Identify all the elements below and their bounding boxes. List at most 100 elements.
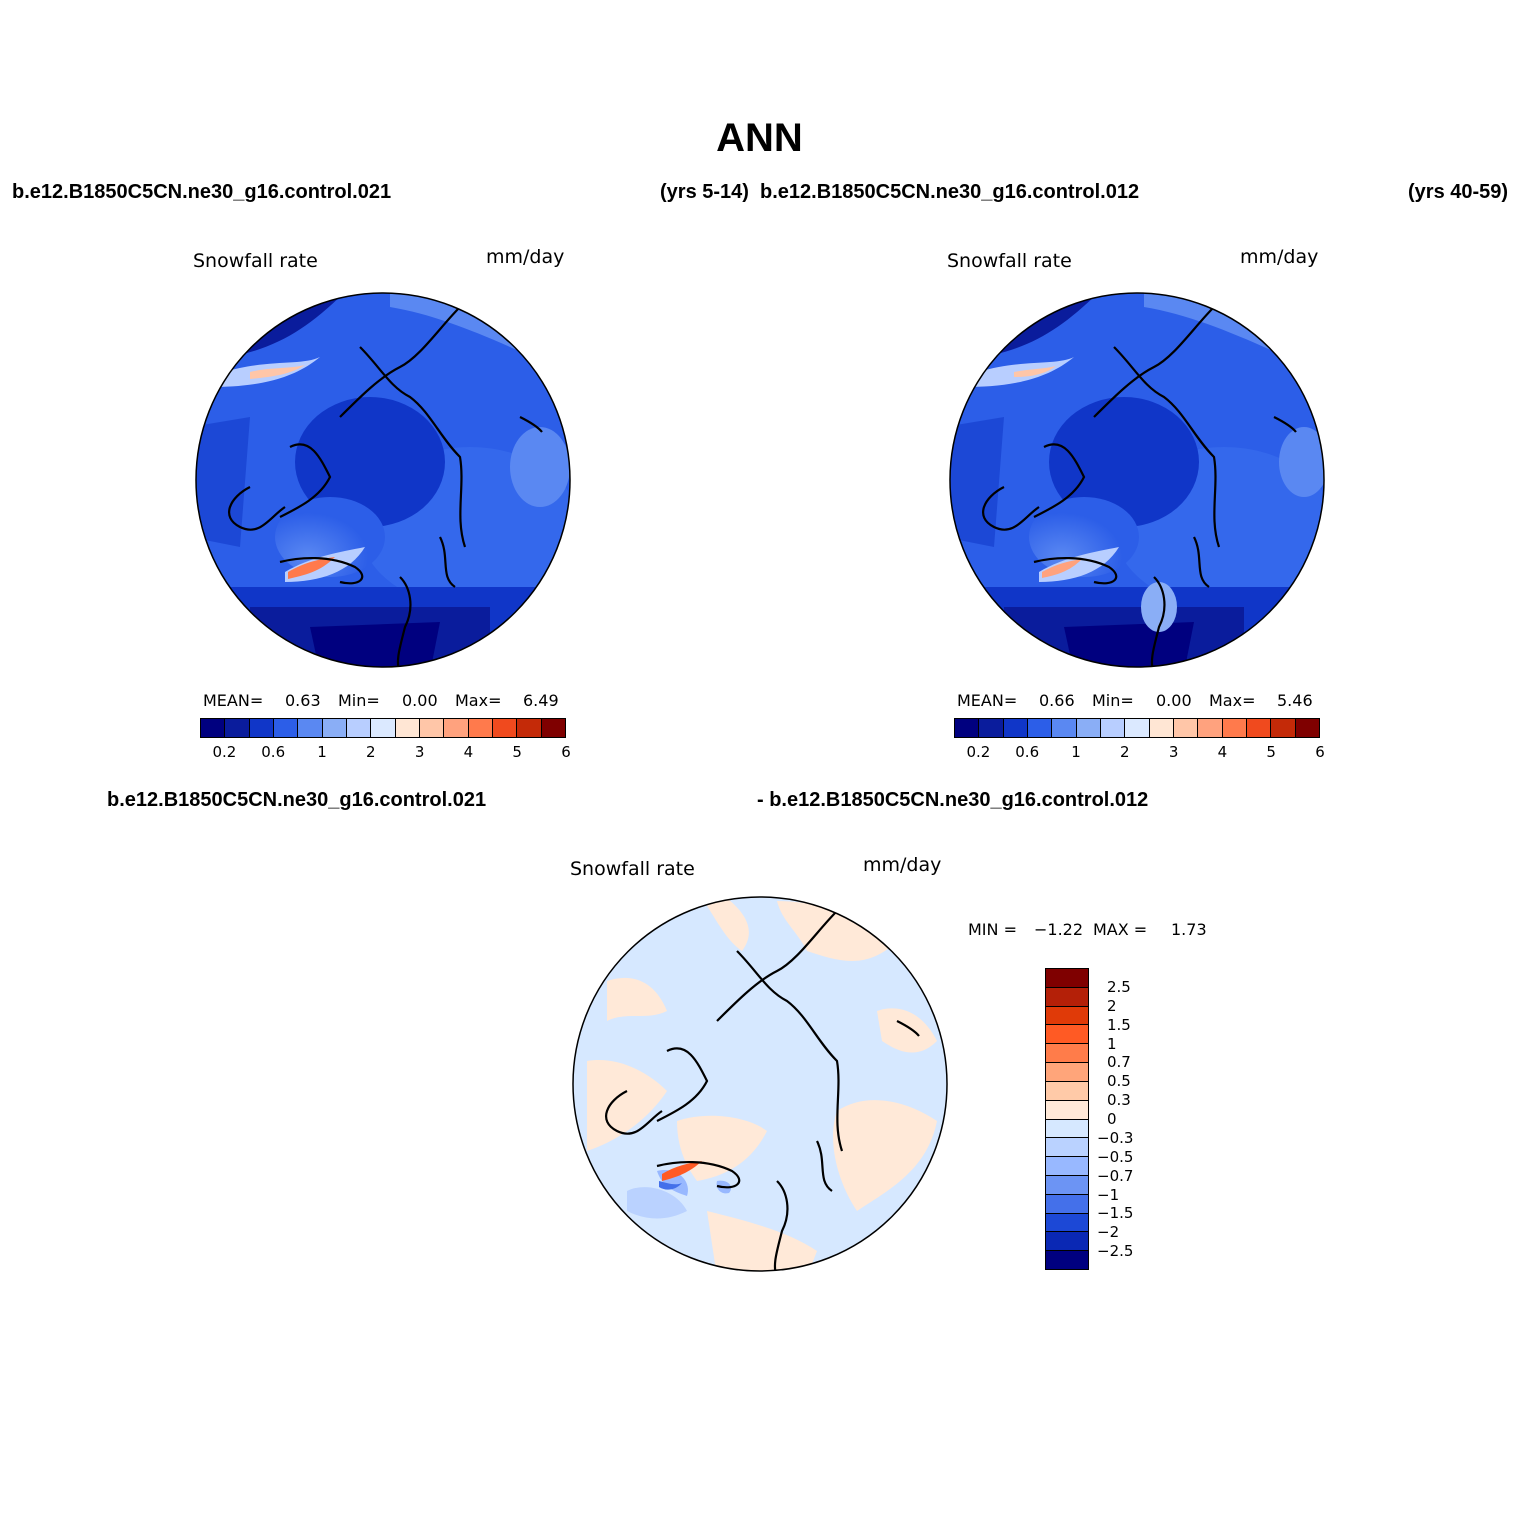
panel1-colorbar-swatch: [468, 719, 493, 737]
panel2-colorbar-ticks: 0.2 0.6 1 2 3 4 5 6: [954, 743, 1324, 763]
diff-colorbar-swatch: [1046, 1006, 1088, 1026]
panel1-colorbar-tick-label: 3: [414, 743, 425, 761]
panel2-colorbar-swatch: [1076, 719, 1101, 737]
panel2-colorbar-swatch: [1052, 719, 1077, 737]
panel1-colorbar-tick-label: 0.2: [212, 743, 237, 761]
diff-colorbar-swatch: [1046, 1213, 1088, 1233]
panel2-colorbar-tick-label: 5: [1266, 743, 1276, 761]
plot-title: ANN: [716, 116, 803, 160]
panel2-units-label: mm/day: [1240, 246, 1319, 268]
panel1-colorbar-tick-label: 2: [366, 743, 376, 761]
panel2-mean-value: 0.66: [1039, 691, 1075, 710]
panel2-colorbar-swatch: [1295, 719, 1319, 737]
top-right-case-name: b.e12.B1850C5CN.ne30_g16.control.012: [760, 181, 1140, 203]
panel2-colorbar-swatch: [1246, 719, 1272, 737]
diff-colorbar-tick-label: 1: [1107, 1034, 1117, 1053]
top-right-years: (yrs 40-59): [1408, 181, 1509, 203]
panel2-colorbar-swatch: [1271, 719, 1296, 737]
panel1-colorbar-tick-label: 0.6: [261, 743, 286, 761]
panel1-colorbar-swatch: [517, 719, 542, 737]
diff-colorbar-swatch: [1046, 1081, 1088, 1101]
panel2-colorbar-swatch: [1198, 719, 1223, 737]
panel1-colorbar-swatch: [322, 719, 347, 737]
panel1-colorbar-swatch: [492, 719, 518, 737]
panel1-colorbar-swatch: [298, 719, 323, 737]
top-left-years: (yrs 5-14): [660, 181, 749, 203]
panel2-colorbar-tick-label: 4: [1217, 743, 1228, 761]
panel1-colorbar-swatch: [346, 719, 372, 737]
diff-colorbar-swatch: [1046, 1025, 1088, 1045]
panel1-min-value: 0.00: [402, 691, 438, 710]
panel2-colorbar-swatch: [1100, 719, 1126, 737]
diff-colorbar-tick-label: −0.7: [1097, 1166, 1134, 1185]
diff-colorbar-tick-label: 0.3: [1107, 1091, 1131, 1110]
top-left-case-name: b.e12.B1850C5CN.ne30_g16.control.021: [12, 181, 392, 203]
diff-colorbar-swatch: [1046, 1175, 1088, 1195]
panel1-colorbar-tick-label: 6: [561, 743, 571, 761]
panel2-colorbar-swatch: [979, 719, 1004, 737]
diff-colorbar-swatch: [1046, 1100, 1088, 1120]
panel1-max-label: Max=: [455, 691, 502, 710]
diff-units-label: mm/day: [863, 854, 942, 876]
diff-colorbar-tick-label: 0.5: [1107, 1072, 1131, 1091]
panel2-colorbar-swatch: [1027, 719, 1053, 737]
panel2-colorbar-tick-label: 1: [1071, 743, 1081, 761]
panel2-colorbar-swatch: [1173, 719, 1199, 737]
panel1-colorbar-tick-label: 4: [463, 743, 474, 761]
diff-colorbar-tick-label: 0.7: [1107, 1053, 1131, 1072]
panel1-polar-map: [195, 292, 571, 668]
diff-colorbar-swatch: [1046, 1044, 1088, 1064]
panel1-colorbar-swatch: [273, 719, 299, 737]
diff-colorbar-tick-label: −0.3: [1097, 1128, 1134, 1147]
panel1-colorbar-swatch: [201, 719, 226, 737]
panel2-min-value: 0.00: [1156, 691, 1192, 710]
diff-polar-map: [572, 896, 948, 1272]
panel1-colorbar-swatch: [249, 719, 274, 737]
panel2-min-label: Min=: [1092, 691, 1134, 710]
diff-min-label: MIN =: [968, 920, 1017, 939]
panel2-colorbar-tick-label: 6: [1315, 743, 1325, 761]
panel2-polar-map: [949, 292, 1325, 668]
panel2-colorbar-tick-label: 0.6: [1015, 743, 1040, 761]
diff-colorbar-tick-label: −2.5: [1097, 1242, 1134, 1261]
panel1-min-label: Min=: [338, 691, 380, 710]
panel1-max-value: 6.49: [523, 691, 559, 710]
diff-colorbar-tick-label: −2: [1097, 1223, 1120, 1242]
panel2-colorbar-tick-label: 2: [1120, 743, 1130, 761]
diff-colorbar-ticks: 2.5 2 1.5 1 0.7 0.5 0.3 0 −0.3 −0.5 −0.7 −1 −1.5 −2 −2…: [1097, 968, 1157, 1270]
diff-colorbar-tick-label: 2: [1107, 996, 1117, 1015]
diff-colorbar-swatch: [1046, 987, 1088, 1007]
diff-colorbar-tick-label: −0.5: [1097, 1147, 1134, 1166]
panel2-colorbar-swatch: [1149, 719, 1174, 737]
panel1-colorbar-swatch: [225, 719, 250, 737]
panel1-colorbar: [200, 718, 566, 738]
panel1-colorbar-swatch: [444, 719, 469, 737]
diff-colorbar-tick-label: −1: [1097, 1185, 1120, 1204]
diff-min-value: −1.22: [1034, 920, 1084, 939]
diff-colorbar-swatch: [1046, 969, 1088, 988]
panel1-colorbar-swatch: [419, 719, 445, 737]
panel2-variable-label: Snowfall rate: [947, 250, 1072, 272]
panel1-colorbar-tick-label: 5: [512, 743, 522, 761]
diff-colorbar-swatch: [1046, 1063, 1088, 1082]
panel2-colorbar: [954, 718, 1320, 738]
diff-colorbar: [1045, 968, 1089, 1270]
panel2-colorbar-swatch: [955, 719, 980, 737]
panel1-mean-value: 0.63: [285, 691, 321, 710]
panel2-colorbar-swatch: [1222, 719, 1247, 737]
diff-colorbar-swatch: [1046, 1157, 1088, 1176]
diff-colorbar-swatch: [1046, 1138, 1088, 1158]
diff-right-case-name: - b.e12.B1850C5CN.ne30_g16.control.012: [757, 789, 1149, 811]
diff-colorbar-swatch: [1046, 1251, 1088, 1269]
panel1-colorbar-swatch: [541, 719, 565, 737]
panel2-max-label: Max=: [1209, 691, 1256, 710]
panel1-units-label: mm/day: [486, 246, 565, 268]
panel2-colorbar-tick-label: 3: [1168, 743, 1179, 761]
diff-left-case-name: b.e12.B1850C5CN.ne30_g16.control.021: [107, 789, 487, 811]
panel1-colorbar-swatch: [395, 719, 420, 737]
panel2-mean-label: MEAN=: [957, 691, 1018, 710]
panel1-variable-label: Snowfall rate: [193, 250, 318, 272]
panel1-colorbar-ticks: 0.2 0.6 1 2 3 4 5 6: [200, 743, 570, 763]
diff-colorbar-swatch: [1046, 1232, 1088, 1252]
diff-max-value: 1.73: [1171, 920, 1207, 939]
